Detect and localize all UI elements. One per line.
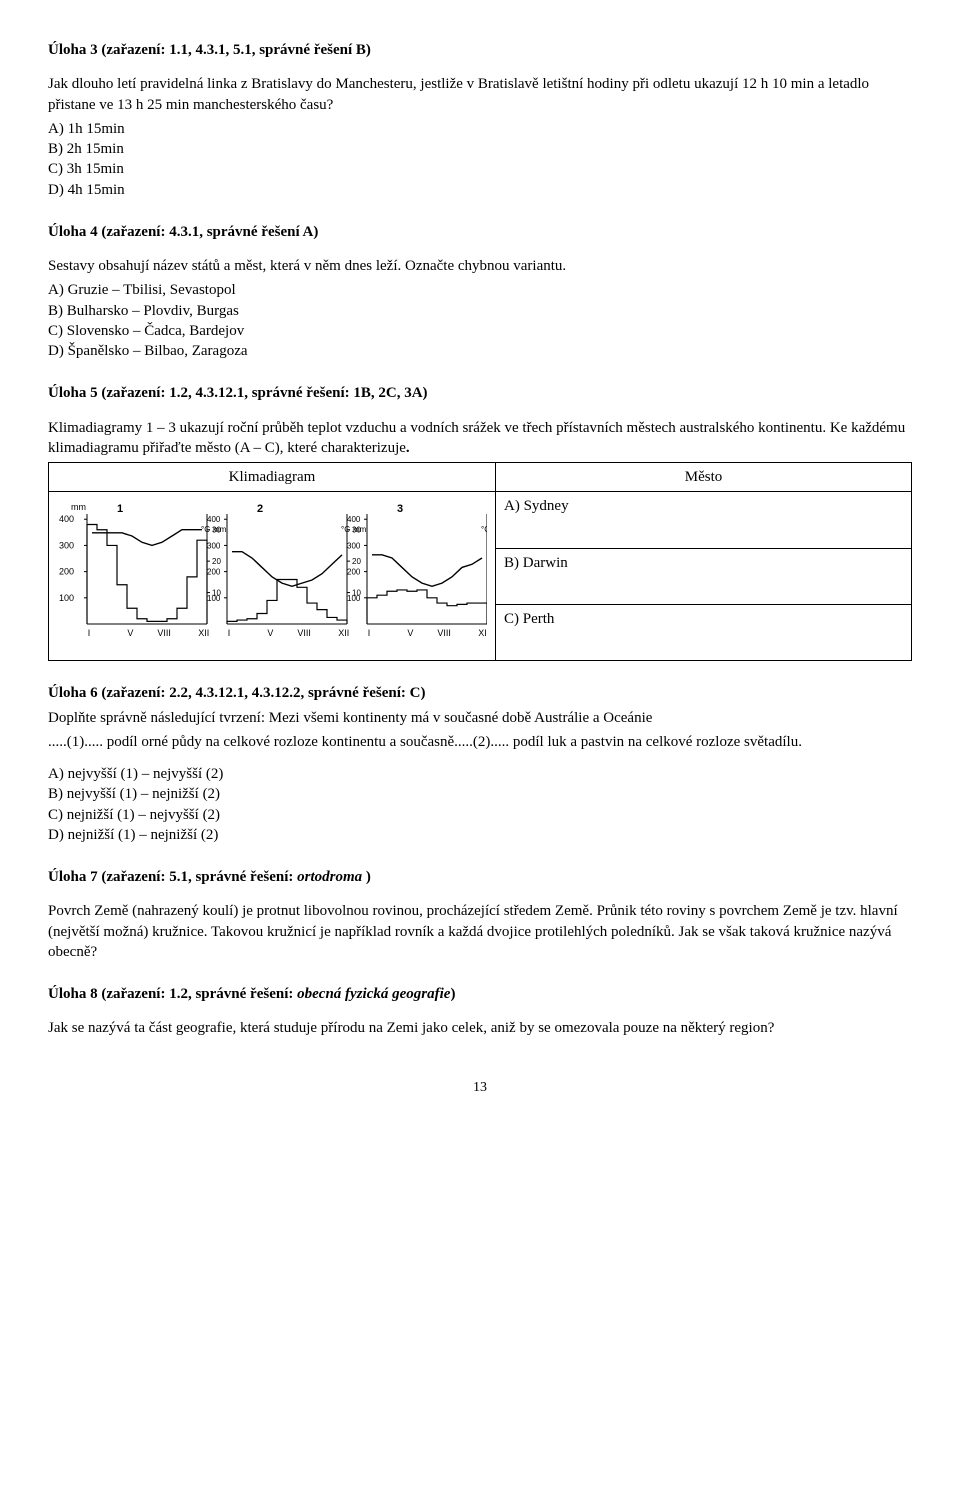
klima-chart-cell: mm1002003004001°C102030IVVIIIXII2mm°C100… [49, 492, 496, 661]
klima-table: Klimadiagram Město mm1002003004001°C1020… [48, 462, 912, 661]
task-6: Úloha 6 (zařazení: 2.2, 4.3.12.1, 4.3.12… [48, 683, 912, 845]
svg-text:°C: °C [481, 525, 487, 534]
task8-text: Jak se nazývá ta část geografie, která s… [48, 1018, 912, 1038]
task8-title-b: ) [450, 986, 455, 1002]
task6-options: A) nejvyšší (1) – nejvyšší (2) B) nejvyš… [48, 764, 912, 845]
svg-text:20: 20 [352, 557, 361, 566]
task6-line2: .....(1)..... podíl orné půdy na celkové… [48, 732, 912, 752]
task6-opt-d: D) nejnižší (1) – nejnižší (2) [48, 825, 912, 845]
task8-title: Úloha 8 (zařazení: 1.2, správné řešení: … [48, 984, 912, 1004]
task3-options: A) 1h 15min B) 2h 15min C) 3h 15min D) 4… [48, 119, 912, 200]
svg-text:mm: mm [213, 525, 227, 534]
task3-opt-d: D) 4h 15min [48, 180, 912, 200]
svg-text:XII: XII [338, 628, 349, 638]
task8-title-i: obecná fyzická geografie [297, 986, 450, 1002]
svg-text:300: 300 [207, 542, 221, 551]
task3-opt-c: C) 3h 15min [48, 159, 912, 179]
klimadiagram-chart: mm1002003004001°C102030IVVIIIXII2mm°C100… [57, 496, 487, 656]
svg-text:200: 200 [347, 568, 361, 577]
task4-title: Úloha 4 (zařazení: 4.3.1, správné řešení… [48, 222, 912, 242]
task7-title: Úloha 7 (zařazení: 5.1, správné řešení: … [48, 867, 912, 887]
task5-intro: Klimadiagramy 1 – 3 ukazují roční průběh… [48, 418, 912, 459]
svg-text:I: I [228, 628, 231, 638]
task6-opt-b: B) nejvyšší (1) – nejnižší (2) [48, 784, 912, 804]
task-4: Úloha 4 (zařazení: 4.3.1, správné řešení… [48, 222, 912, 362]
svg-text:I: I [88, 628, 91, 638]
klima-header-right: Město [496, 463, 912, 492]
svg-text:100: 100 [207, 594, 221, 603]
svg-text:V: V [267, 628, 273, 638]
svg-text:400: 400 [207, 515, 221, 524]
task7-title-i: ortodroma [297, 869, 366, 885]
svg-text:300: 300 [59, 541, 74, 551]
task4-opt-b: B) Bulharsko – Plovdiv, Burgas [48, 301, 912, 321]
task3-opt-a: A) 1h 15min [48, 119, 912, 139]
task6-opt-c: C) nejnižší (1) – nejvyšší (2) [48, 805, 912, 825]
task-7: Úloha 7 (zařazení: 5.1, správné řešení: … [48, 867, 912, 962]
task4-options: A) Gruzie – Tbilisi, Sevastopol B) Bulha… [48, 280, 912, 361]
svg-text:XII: XII [478, 628, 487, 638]
task4-opt-d: D) Španělsko – Bilbao, Zaragoza [48, 341, 912, 361]
task5-intro-text: Klimadiagramy 1 – 3 ukazují roční průběh… [48, 420, 905, 456]
svg-text:mm: mm [353, 525, 367, 534]
svg-text:200: 200 [207, 568, 221, 577]
svg-text:VIII: VIII [437, 628, 451, 638]
task3-opt-b: B) 2h 15min [48, 139, 912, 159]
task5-title: Úloha 5 (zařazení: 1.2, 4.3.12.1, správn… [48, 383, 912, 403]
svg-text:mm: mm [71, 502, 86, 512]
task4-opt-a: A) Gruzie – Tbilisi, Sevastopol [48, 280, 912, 300]
city-a: A) Sydney [496, 492, 912, 548]
svg-text:V: V [407, 628, 413, 638]
svg-text:400: 400 [347, 515, 361, 524]
task-8: Úloha 8 (zařazení: 1.2, správné řešení: … [48, 984, 912, 1039]
svg-text:400: 400 [59, 514, 74, 524]
city-b: B) Darwin [496, 548, 912, 604]
task3-title: Úloha 3 (zařazení: 1.1, 4.3.1, 5.1, sprá… [48, 40, 912, 60]
task7-text: Povrch Země (nahrazený koulí) je protnut… [48, 901, 912, 962]
svg-text:3: 3 [397, 503, 403, 515]
svg-text:100: 100 [59, 593, 74, 603]
svg-text:200: 200 [59, 567, 74, 577]
task-5: Úloha 5 (zařazení: 1.2, 4.3.12.1, správn… [48, 383, 912, 661]
svg-text:XII: XII [198, 628, 209, 638]
task6-line1: Doplňte správně následující tvrzení: Mez… [48, 708, 912, 728]
svg-text:VIII: VIII [297, 628, 311, 638]
svg-text:V: V [127, 628, 133, 638]
svg-text:100: 100 [347, 594, 361, 603]
svg-text:I: I [368, 628, 371, 638]
city-c: C) Perth [496, 604, 912, 660]
task4-question: Sestavy obsahují název států a měst, kte… [48, 256, 912, 276]
task8-title-a: Úloha 8 (zařazení: 1.2, správné řešení: [48, 986, 297, 1002]
klima-header-left: Klimadiagram [49, 463, 496, 492]
svg-text:VIII: VIII [157, 628, 171, 638]
task7-title-a: Úloha 7 (zařazení: 5.1, správné řešení: [48, 869, 297, 885]
task6-title: Úloha 6 (zařazení: 2.2, 4.3.12.1, 4.3.12… [48, 683, 912, 703]
svg-text:20: 20 [212, 557, 221, 566]
task5-intro-dot: . [406, 440, 410, 456]
task3-question: Jak dlouho letí pravidelná linka z Brati… [48, 74, 912, 115]
svg-text:1: 1 [117, 503, 123, 515]
svg-text:2: 2 [257, 503, 263, 515]
task-3: Úloha 3 (zařazení: 1.1, 4.3.1, 5.1, sprá… [48, 40, 912, 200]
task6-opt-a: A) nejvyšší (1) – nejvyšší (2) [48, 764, 912, 784]
task4-opt-c: C) Slovensko – Čadca, Bardejov [48, 321, 912, 341]
task7-title-b: ) [366, 869, 371, 885]
svg-text:300: 300 [347, 542, 361, 551]
page-number: 13 [48, 1079, 912, 1098]
